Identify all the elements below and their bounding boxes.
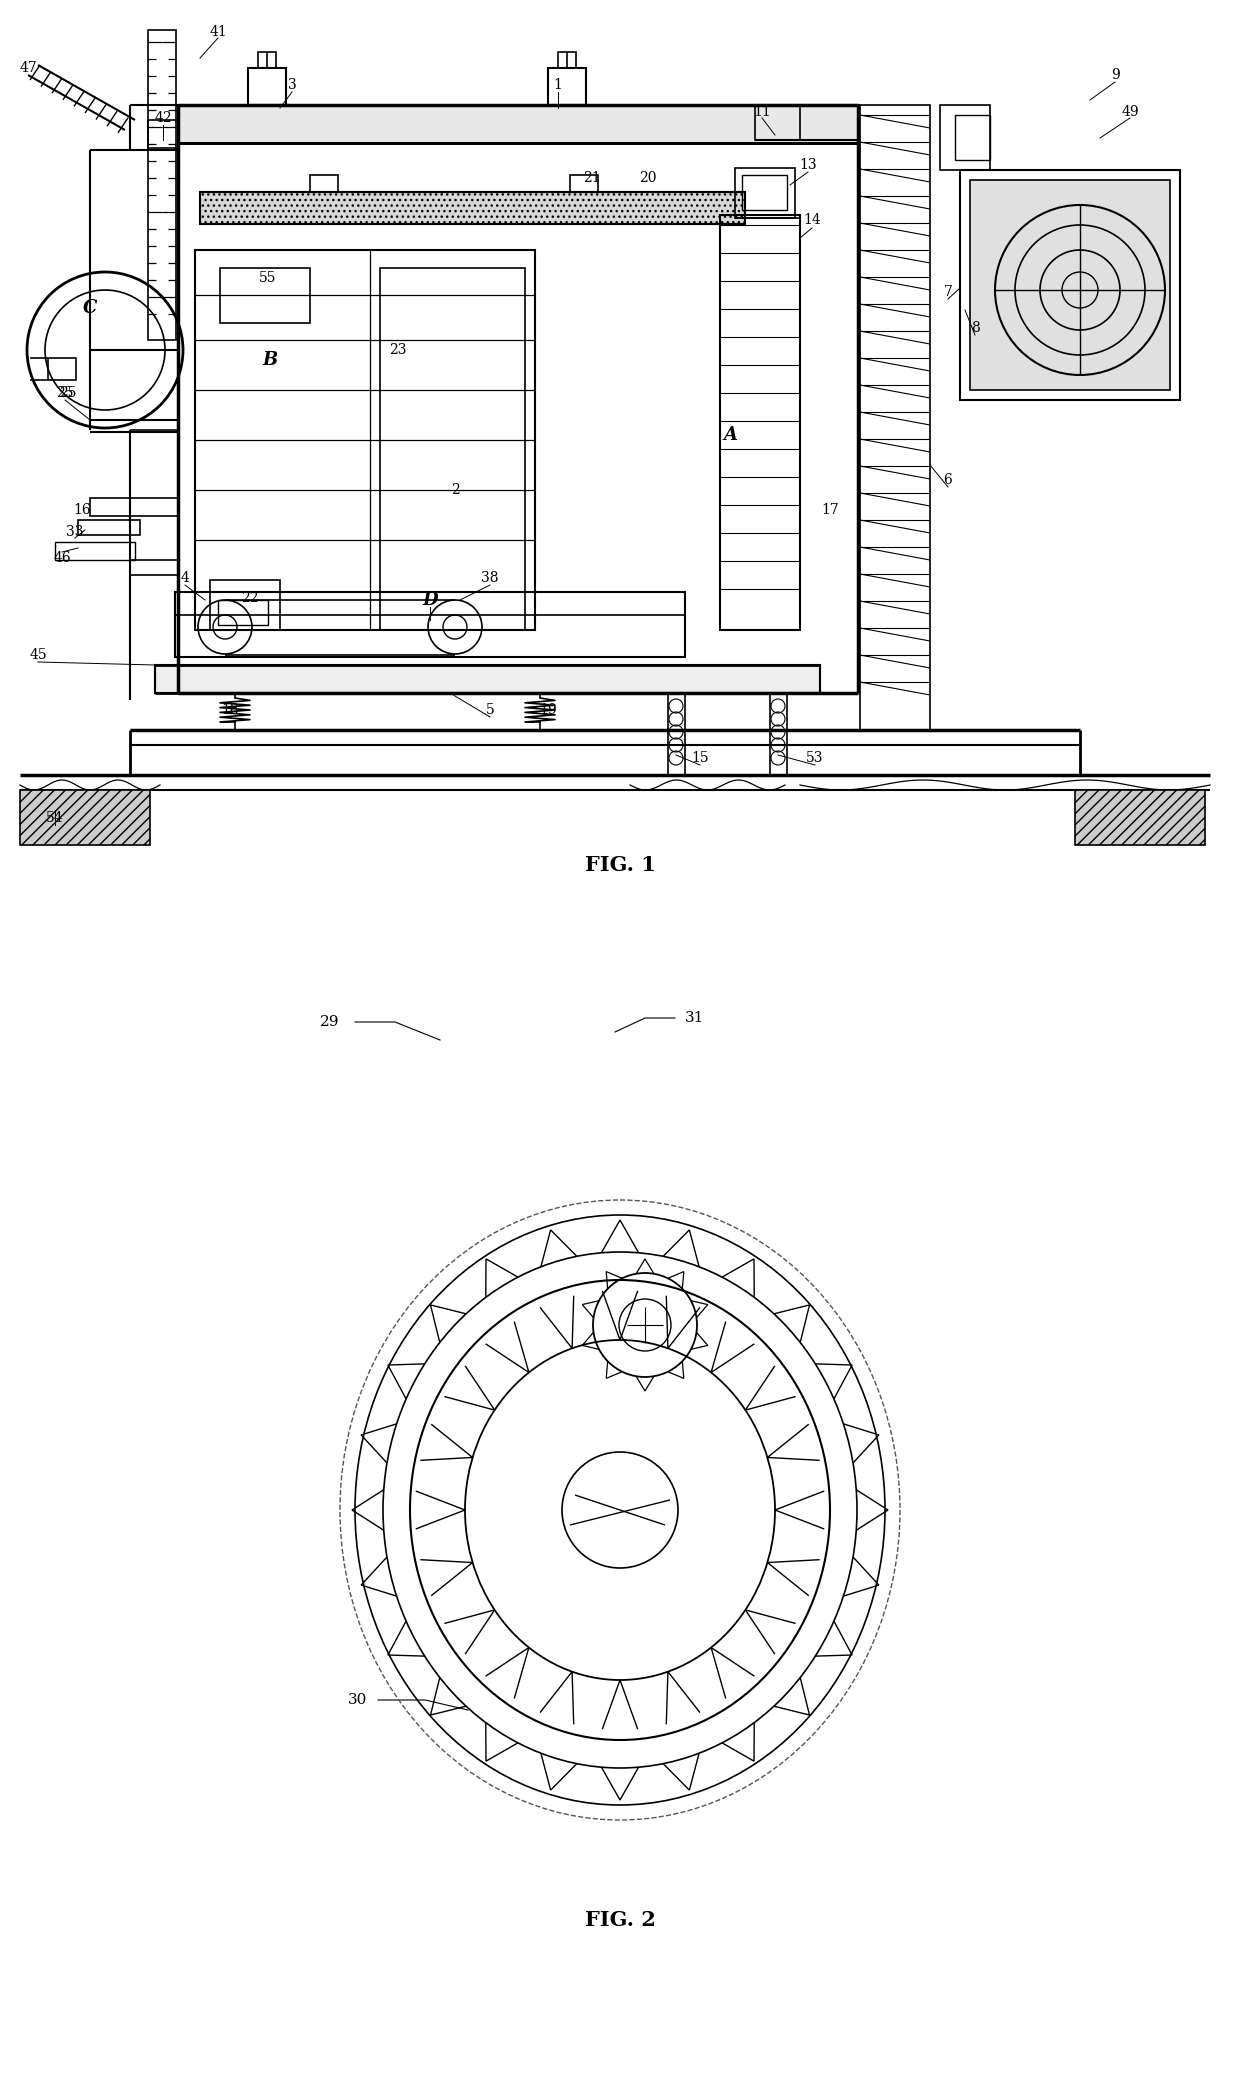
- Text: A: A: [723, 426, 737, 445]
- Text: 33: 33: [66, 526, 84, 538]
- Bar: [78, 520, 140, 534]
- Text: 3: 3: [288, 79, 296, 91]
- Text: 19: 19: [539, 702, 557, 717]
- Text: 54: 54: [46, 810, 63, 825]
- Text: 53: 53: [806, 750, 823, 765]
- Text: 2: 2: [450, 482, 459, 497]
- Text: 11: 11: [753, 106, 771, 118]
- Text: 13: 13: [800, 158, 817, 172]
- Bar: [218, 601, 268, 625]
- Text: 25: 25: [56, 387, 73, 399]
- Text: 47: 47: [19, 60, 37, 75]
- Text: 25: 25: [60, 387, 77, 399]
- Text: D: D: [422, 590, 438, 609]
- Text: 5: 5: [486, 702, 495, 717]
- Bar: [1075, 790, 1205, 846]
- Text: 18: 18: [221, 702, 239, 717]
- Text: 30: 30: [348, 1694, 368, 1706]
- Bar: [148, 121, 179, 148]
- Bar: [970, 181, 1171, 391]
- Bar: [258, 52, 277, 69]
- Bar: [720, 214, 800, 630]
- Bar: [195, 249, 534, 630]
- Text: 22: 22: [242, 590, 259, 605]
- Bar: [861, 106, 930, 729]
- Text: 15: 15: [691, 750, 709, 765]
- Text: 17: 17: [821, 503, 839, 517]
- Bar: [558, 52, 577, 69]
- Text: 9: 9: [1111, 69, 1120, 81]
- Bar: [955, 114, 990, 160]
- Text: 49: 49: [1121, 106, 1138, 118]
- Bar: [960, 170, 1180, 399]
- Text: 29: 29: [320, 1014, 340, 1029]
- Bar: [379, 268, 525, 630]
- Text: C: C: [83, 299, 97, 318]
- Text: 14: 14: [804, 214, 821, 227]
- Text: 45: 45: [30, 648, 47, 663]
- Text: 31: 31: [686, 1012, 704, 1024]
- Text: 21: 21: [583, 170, 601, 185]
- Bar: [755, 106, 800, 139]
- Bar: [48, 357, 76, 380]
- Bar: [548, 69, 587, 106]
- Text: 1: 1: [553, 79, 563, 91]
- Bar: [735, 168, 795, 218]
- Bar: [200, 191, 745, 224]
- Text: FIG. 1: FIG. 1: [584, 854, 656, 875]
- Bar: [570, 175, 598, 191]
- Text: 6: 6: [944, 474, 952, 486]
- Text: B: B: [263, 351, 278, 370]
- Bar: [175, 592, 684, 657]
- Text: 8: 8: [971, 320, 980, 335]
- Bar: [155, 665, 820, 692]
- Text: 38: 38: [481, 571, 498, 586]
- Text: 23: 23: [389, 343, 407, 357]
- Text: 4: 4: [181, 571, 190, 586]
- Bar: [55, 542, 135, 559]
- Bar: [940, 106, 990, 170]
- Bar: [310, 175, 339, 191]
- Text: FIG. 2: FIG. 2: [584, 1910, 656, 1930]
- Bar: [91, 499, 179, 515]
- Bar: [148, 29, 176, 341]
- Bar: [210, 580, 280, 630]
- Bar: [248, 69, 286, 106]
- Bar: [20, 790, 150, 846]
- Text: 7: 7: [944, 285, 952, 299]
- Text: 46: 46: [53, 551, 71, 565]
- Bar: [179, 106, 858, 143]
- Text: 41: 41: [210, 25, 227, 39]
- Text: 16: 16: [73, 503, 91, 517]
- Text: 42: 42: [154, 110, 172, 125]
- Bar: [219, 268, 310, 322]
- Text: 20: 20: [640, 170, 657, 185]
- Text: 55: 55: [259, 270, 277, 285]
- Bar: [742, 175, 787, 210]
